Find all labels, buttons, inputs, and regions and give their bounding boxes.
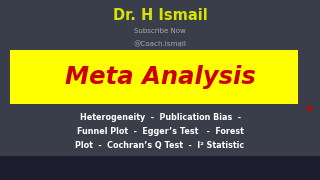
Text: @Coach.ismail: @Coach.ismail [133, 40, 187, 47]
Text: Meta Analysis: Meta Analysis [65, 65, 255, 89]
Text: Plot  -  Cochran’s Q Test  -  I² Statistic: Plot - Cochran’s Q Test - I² Statistic [76, 141, 244, 150]
FancyBboxPatch shape [0, 156, 320, 180]
FancyBboxPatch shape [10, 50, 298, 104]
Text: Heterogeneity  -  Publication Bias  -: Heterogeneity - Publication Bias - [79, 112, 241, 122]
Text: Dr. H Ismail: Dr. H Ismail [113, 8, 207, 23]
Text: Subscribe Now: Subscribe Now [134, 28, 186, 34]
Text: Funnel Plot  -  Egger’s Test   -  Forest: Funnel Plot - Egger’s Test - Forest [76, 127, 244, 136]
